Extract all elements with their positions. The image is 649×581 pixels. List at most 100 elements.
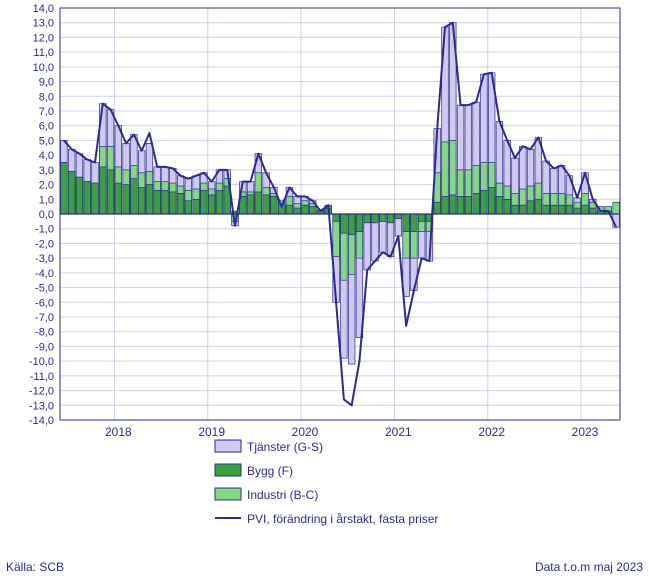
bar-bygg [138, 188, 145, 214]
y-tick-label: 4,0 [39, 150, 54, 162]
pvi-chart: -14,0 -13,0 -12,0 -11,0 -10,0 -9,0 -8,0 -7,0 -6,… [0, 0, 649, 581]
bar-bygg [551, 205, 558, 214]
bar-bygg [496, 196, 503, 214]
bar-bygg [582, 205, 589, 214]
bar-bygg [372, 214, 379, 223]
bar-bygg [185, 201, 192, 214]
bar-industri [613, 202, 620, 214]
y-tick-label: 11,0 [33, 47, 54, 59]
y-tick-label: -2,0 [35, 238, 54, 250]
bar-bygg [387, 214, 394, 223]
legend-label: PVI, förändring i årstakt, fasta priser [247, 512, 438, 526]
bar-bygg [302, 205, 309, 214]
data-asof-label: Data t.o.m maj 2023 [535, 560, 643, 574]
bar-bygg [123, 185, 130, 214]
y-tick-label: -3,0 [35, 253, 54, 265]
bar-bygg [589, 208, 596, 214]
bar-bygg [535, 199, 542, 214]
y-tick-label: 1,0 [39, 194, 54, 206]
y-tick-label: -1,0 [35, 224, 54, 236]
legend-label: Bygg (F) [247, 464, 293, 478]
legend-swatch [215, 488, 241, 500]
y-tick-label: 13,0 [33, 18, 54, 30]
bar-bygg [566, 205, 573, 214]
y-tick-label: -10,0 [29, 356, 54, 368]
bar-bygg [411, 214, 418, 232]
x-year-label: 2018 [105, 425, 132, 439]
bar-bygg [488, 188, 495, 214]
bar-bygg [131, 179, 138, 214]
bar-bygg [255, 192, 262, 214]
bar-bygg [341, 214, 348, 233]
bar-bygg [162, 190, 169, 214]
x-year-label: 2021 [385, 425, 412, 439]
bar-bygg [356, 214, 363, 232]
y-tick-label: 10,0 [33, 62, 54, 74]
bar-bygg [543, 205, 550, 214]
bar-bygg [457, 196, 464, 214]
y-tick-label: -4,0 [35, 268, 54, 280]
bar-bygg [294, 208, 301, 214]
y-tick-label: 6,0 [39, 121, 54, 133]
y-tick-label: -14,0 [29, 415, 54, 427]
y-tick-label: 7,0 [39, 106, 54, 118]
y-tick-label: -12,0 [29, 386, 54, 398]
x-year-label: 2023 [572, 425, 599, 439]
bar-bygg [574, 208, 581, 214]
legend-swatch [215, 440, 241, 452]
bar-bygg [99, 167, 106, 214]
bar-bygg [473, 193, 480, 214]
y-tick-label: -7,0 [35, 312, 54, 324]
y-tick-label: 14,0 [33, 3, 54, 15]
bar-bygg [146, 185, 153, 214]
bar-bygg [465, 196, 472, 214]
bar-bygg [333, 214, 340, 221]
bar-bygg [434, 202, 441, 214]
bar-bygg [68, 171, 75, 214]
bar-bygg [395, 214, 402, 218]
bar-bygg [107, 170, 114, 214]
bar-bygg [512, 205, 519, 214]
y-tick-label: -6,0 [35, 297, 54, 309]
bar-bygg [115, 183, 122, 214]
y-tick-label: -9,0 [35, 341, 54, 353]
bar-bygg [84, 182, 91, 214]
bar-bygg [309, 207, 316, 214]
bar-bygg [348, 214, 355, 235]
bar-bygg [208, 195, 215, 214]
bar-bygg [154, 190, 161, 214]
bar-bygg [216, 190, 223, 214]
bar-bygg [504, 199, 511, 214]
y-tick-label: 2,0 [39, 180, 54, 192]
bar-bygg [177, 193, 184, 214]
bar-bygg [271, 196, 278, 214]
bar-bygg [201, 190, 208, 214]
bar-bygg [481, 190, 488, 214]
legend-label: Industri (B-C) [247, 488, 318, 502]
bar-bygg [442, 196, 449, 214]
y-tick-label: -11,0 [30, 371, 54, 383]
legend-label: Tjänster (G-S) [247, 440, 323, 454]
y-tick-label: 5,0 [39, 135, 54, 147]
bar-bygg [263, 195, 270, 214]
x-year-label: 2019 [198, 425, 225, 439]
bar-bygg [364, 214, 371, 223]
bar-bygg [193, 199, 200, 214]
y-tick-label: -13,0 [29, 400, 54, 412]
bar-bygg [519, 205, 526, 214]
bar-bygg [76, 177, 83, 214]
bar-bygg [92, 183, 99, 214]
y-tick-label: 3,0 [39, 165, 54, 177]
x-year-label: 2020 [292, 425, 319, 439]
bar-bygg [169, 192, 176, 214]
y-tick-label: 12,0 [33, 32, 54, 44]
bar-bygg [403, 214, 410, 232]
y-tick-label: -8,0 [35, 327, 54, 339]
bar-bygg [558, 205, 565, 214]
x-year-label: 2022 [478, 425, 505, 439]
bar-bygg [379, 214, 386, 221]
bar-bygg [449, 195, 456, 214]
y-tick-label: 9,0 [39, 77, 54, 89]
bar-bygg [418, 214, 425, 221]
y-tick-label: 0,0 [39, 209, 54, 221]
